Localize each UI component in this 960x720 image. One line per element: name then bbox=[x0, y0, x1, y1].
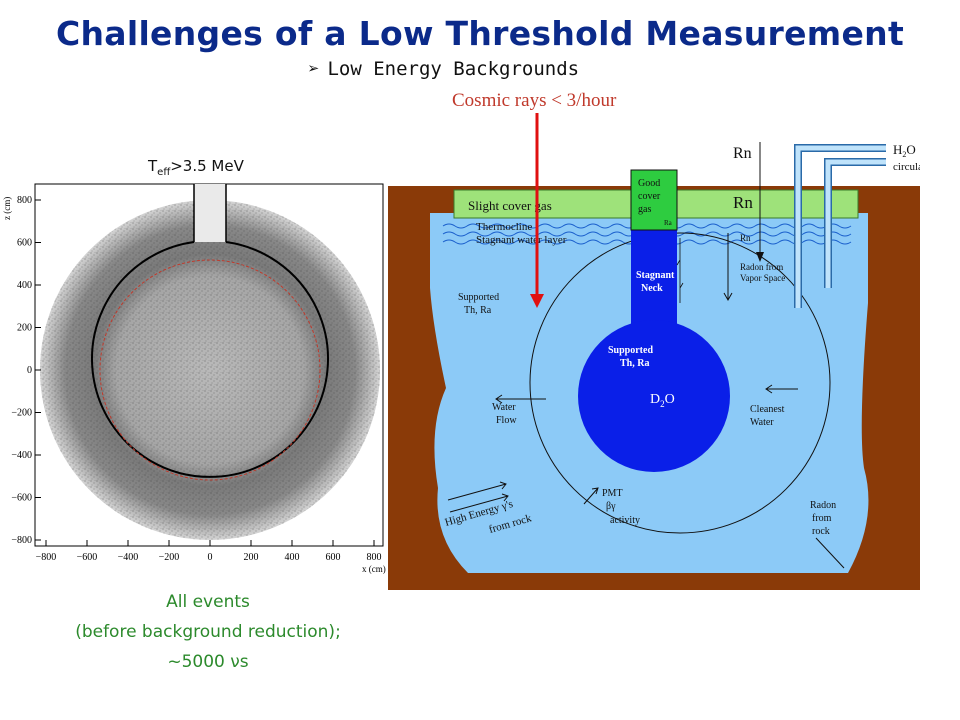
radon-rock-line bbox=[815, 537, 845, 569]
h2o-sub: 2 bbox=[902, 150, 906, 159]
d2o-base: D bbox=[650, 392, 660, 407]
rn-top-label: Rn bbox=[733, 145, 752, 162]
radon-vapor-label-2: Vapor Space bbox=[740, 273, 785, 283]
bullet-text: Low Energy Backgrounds bbox=[327, 58, 580, 80]
h2o-label: H2O bbox=[893, 142, 916, 159]
supported-left-label-1: Supported bbox=[458, 292, 499, 303]
teff-label: Teff>3.5 MeV bbox=[148, 157, 244, 178]
supported-center-label-1: Supported bbox=[608, 345, 653, 356]
rn-small-arrow bbox=[723, 233, 733, 302]
y-tick-label: 400 bbox=[17, 280, 32, 291]
pmt-label-2: βγ bbox=[606, 501, 616, 512]
good-label: Good bbox=[638, 178, 660, 189]
radon-rock-label-3: rock bbox=[812, 526, 830, 537]
radon-rock-label-1: Radon bbox=[810, 500, 836, 511]
rn-small-label: Rn bbox=[740, 233, 751, 243]
good-cover-gas-box bbox=[630, 169, 678, 231]
circulation-label: circulation bbox=[893, 161, 920, 173]
cleanest-label-2: Water bbox=[750, 417, 774, 428]
y-tick-label: 600 bbox=[17, 238, 32, 249]
pmt-label-1: PMT bbox=[602, 488, 623, 499]
detector-diagram: Slight cover gas Rn Thermocline Stagnant… bbox=[388, 142, 920, 590]
d2o-vessel bbox=[578, 320, 730, 472]
x-axis-label: x (cm) bbox=[362, 564, 386, 574]
water-flow-arrow bbox=[495, 394, 546, 404]
teff-rest: >3.5 MeV bbox=[170, 157, 244, 175]
thermocline-label: Thermocline bbox=[476, 221, 532, 233]
circulation-pipe-out-inner bbox=[795, 145, 886, 308]
water-flow-label-1: Water bbox=[492, 402, 516, 413]
arrow-bullet-icon: ➢ bbox=[308, 58, 320, 80]
cover-label: cover bbox=[638, 191, 661, 202]
neck-label: Neck bbox=[641, 283, 663, 294]
slide-title: Challenges of a Low Threshold Measuremen… bbox=[55, 14, 905, 53]
stagnant-layer-label: Stagnant water layer bbox=[476, 234, 567, 246]
teff-base: T bbox=[148, 157, 158, 175]
cover-gas-label: Slight cover gas bbox=[468, 198, 552, 213]
event-distribution-plot: −800 −600 −400 −200 0 200 400 600 800 800 600 400 2… bbox=[2, 183, 386, 574]
y-tick-label: −200 bbox=[11, 408, 32, 419]
fiducial-circle bbox=[99, 259, 321, 481]
cosmic-rays-label: Cosmic rays < 3/hour bbox=[452, 90, 617, 111]
x-tick-label: 0 bbox=[208, 552, 213, 563]
ra-label: Ra bbox=[664, 219, 673, 227]
cleanest-arrow bbox=[765, 384, 798, 394]
pmt-arrow bbox=[583, 487, 599, 505]
x-tick-label: −600 bbox=[77, 552, 98, 563]
y-tick-label: −600 bbox=[11, 493, 32, 504]
d2o-label: D2O bbox=[650, 392, 675, 409]
caption-line-2: (before background reduction); bbox=[75, 622, 341, 642]
d2o-rest: O bbox=[665, 392, 675, 407]
y-tick-label: 0 bbox=[27, 365, 32, 376]
x-tick-labels: −800 −600 −400 −200 0 200 400 600 800 bbox=[36, 540, 382, 563]
event-noise bbox=[40, 200, 380, 540]
x-tick-label: 600 bbox=[326, 552, 341, 563]
d2o-neck bbox=[631, 228, 677, 338]
x-tick-label: 800 bbox=[367, 552, 382, 563]
supported-center-label-2: Th, Ra bbox=[620, 358, 649, 369]
d2o-sub: 2 bbox=[660, 399, 665, 409]
y-axis-label: z (cm) bbox=[2, 197, 12, 220]
y-tick-label: −800 bbox=[11, 535, 32, 546]
gas-label: gas bbox=[638, 204, 651, 215]
pmt-sphere-outline bbox=[529, 232, 831, 534]
high-energy-arrow-2 bbox=[449, 493, 509, 513]
supported-left-label-2: Th, Ra bbox=[464, 305, 492, 316]
circulation-pipe-in-inner bbox=[825, 159, 886, 288]
radon-rock-label-2: from bbox=[812, 513, 832, 524]
h2o-rest: O bbox=[906, 142, 915, 157]
x-tick-label: 400 bbox=[285, 552, 300, 563]
neck-outline bbox=[193, 184, 227, 242]
y-tick-label: 800 bbox=[17, 195, 32, 206]
x-tick-label: −200 bbox=[159, 552, 180, 563]
stagnant-label: Stagnant bbox=[636, 270, 675, 281]
y-tick-label: 200 bbox=[17, 323, 32, 334]
rn-cover-label: Rn bbox=[733, 193, 753, 212]
h2o-base: H bbox=[893, 142, 902, 157]
bullet-low-energy-backgrounds: ➢ Low Energy Backgrounds bbox=[308, 58, 579, 80]
neck-flow-arrows bbox=[676, 238, 684, 303]
x-tick-label: −800 bbox=[36, 552, 57, 563]
water-flow-label-2: Flow bbox=[496, 415, 517, 426]
x-tick-label: −400 bbox=[118, 552, 139, 563]
y-tick-labels: 800 600 400 200 0 −200 −400 −600 −800 bbox=[11, 195, 41, 546]
rn-arrow-head bbox=[756, 252, 764, 262]
y-tick-label: −400 bbox=[11, 450, 32, 461]
caption-line-3: ~5000 νs bbox=[167, 652, 249, 672]
caption-line-1: All events bbox=[166, 592, 250, 612]
neck-region bbox=[194, 184, 226, 242]
teff-sub: eff bbox=[157, 167, 171, 178]
av-outline bbox=[91, 241, 329, 478]
x-tick-label: 200 bbox=[244, 552, 259, 563]
cleanest-label-1: Cleanest bbox=[750, 404, 785, 415]
plot-caption: All events (before background reduction)… bbox=[0, 587, 416, 677]
radon-vapor-label-1: Radon from bbox=[740, 262, 783, 272]
pmt-label-3: activity bbox=[610, 515, 640, 526]
high-energy-arrow-1 bbox=[447, 481, 507, 501]
